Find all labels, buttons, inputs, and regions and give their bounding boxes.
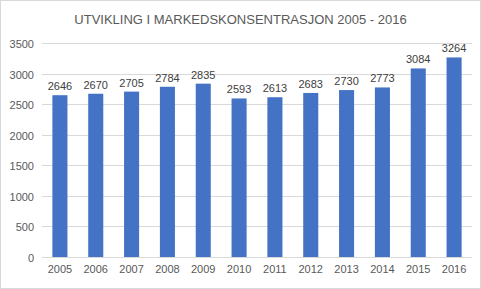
data-label: 3084 [406, 53, 430, 65]
grid-line [42, 43, 472, 44]
y-tick-label: 1500 [10, 160, 34, 172]
data-label: 2730 [334, 75, 358, 87]
y-tick-label: 0 [28, 252, 34, 264]
grid-line [42, 104, 472, 105]
bar [196, 84, 211, 257]
x-tick-label: 2007 [119, 263, 143, 275]
bar [339, 90, 354, 257]
y-tick-label: 1000 [10, 191, 34, 203]
chart-container: UTVIKLING I MARKEDSKONSENTRASJON 2005 - … [0, 0, 481, 289]
bar [52, 95, 67, 257]
x-tick-label: 2006 [84, 263, 108, 275]
x-tick-label: 2013 [334, 263, 358, 275]
bar [160, 87, 175, 257]
bar [124, 92, 139, 257]
x-axis-line [42, 257, 472, 258]
data-label: 2784 [155, 72, 179, 84]
y-tick-label: 3000 [10, 69, 34, 81]
grid-line [42, 226, 472, 227]
data-label: 2593 [227, 83, 251, 95]
data-label: 2683 [299, 78, 323, 90]
bar [447, 57, 462, 257]
y-tick-label: 3500 [10, 38, 34, 50]
x-tick-label: 2005 [48, 263, 72, 275]
y-tick-label: 2500 [10, 99, 34, 111]
data-label: 2670 [84, 79, 108, 91]
chart-title: UTVIKLING I MARKEDSKONSENTRASJON 2005 - … [74, 12, 406, 27]
x-tick-label: 2011 [263, 263, 287, 275]
x-tick-label: 2015 [406, 263, 430, 275]
data-label: 3264 [442, 42, 466, 54]
grid-line [42, 135, 472, 136]
data-label: 2835 [191, 69, 215, 81]
bars [52, 57, 461, 257]
data-label: 2705 [119, 77, 143, 89]
grid-line [42, 165, 472, 166]
data-label: 2646 [48, 80, 72, 92]
grid-line [42, 257, 472, 258]
x-tick-label: 2016 [442, 263, 466, 275]
bar [411, 68, 426, 257]
x-tick-label: 2008 [155, 263, 179, 275]
grid-line [42, 74, 472, 75]
bar [267, 97, 282, 257]
bar [375, 87, 390, 257]
y-tick-label: 500 [16, 221, 34, 233]
x-tick-label: 2009 [191, 263, 215, 275]
data-label: 2613 [263, 82, 287, 94]
bar [232, 98, 247, 257]
chart-svg: UTVIKLING I MARKEDSKONSENTRASJON 2005 - … [0, 0, 481, 289]
x-tick-label: 2012 [299, 263, 323, 275]
data-label: 2773 [370, 72, 394, 84]
chart-border [1, 1, 481, 289]
grid-line [42, 196, 472, 197]
x-tick-label: 2010 [227, 263, 251, 275]
x-tick-label: 2014 [370, 263, 394, 275]
bar [303, 93, 318, 257]
y-tick-label: 2000 [10, 130, 34, 142]
bar [88, 94, 103, 257]
